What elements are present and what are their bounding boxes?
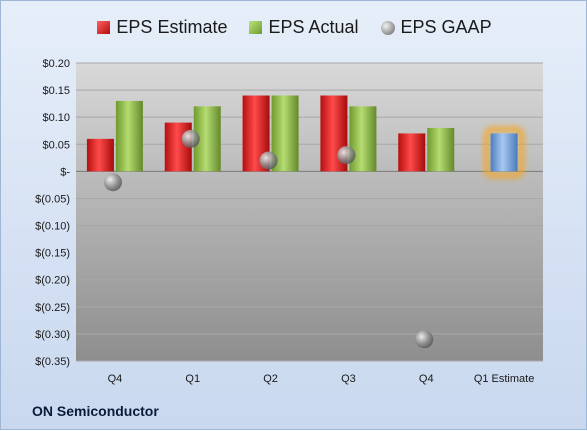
legend-label-actual: EPS Actual (268, 17, 359, 37)
y-tick-label: $0.10 (42, 112, 70, 124)
bar-eps-actual (349, 106, 377, 172)
plot-area (76, 63, 543, 361)
bar-eps-estimate (398, 133, 426, 172)
bar-eps-estimate (86, 138, 114, 172)
point-eps-gaap (181, 129, 200, 148)
point-eps-gaap (103, 173, 122, 192)
y-tick-label: $(0.20) (35, 275, 70, 287)
y-tick-label: $0.20 (42, 58, 70, 70)
legend-item-actual: EPS Actual (249, 17, 359, 38)
legend-item-estimate: EPS Estimate (97, 17, 227, 38)
point-eps-gaap (337, 146, 356, 165)
y-tick-label: $(0.10) (35, 221, 70, 233)
company-name: ON Semiconductor (32, 403, 159, 419)
legend-swatch-actual (249, 21, 263, 34)
y-tick-label: $(0.25) (35, 302, 70, 314)
bar-eps-actual (115, 100, 143, 172)
y-tick-label: $(0.35) (35, 356, 70, 368)
legend-swatch-estimate (97, 21, 111, 34)
x-tick-label: Q2 (263, 373, 278, 385)
x-tick-label: Q3 (341, 373, 356, 385)
point-eps-gaap (259, 151, 278, 170)
y-tick-label: $0.15 (42, 85, 70, 97)
x-tick-label: Q1 (185, 373, 200, 385)
point-eps-gaap (415, 330, 434, 349)
x-tick-label: Q4 (419, 373, 434, 385)
bar-eps-actual (427, 128, 455, 172)
legend-item-gaap: EPS GAAP (380, 17, 492, 38)
estimate-glow (483, 126, 525, 179)
y-tick-label: $(0.30) (35, 329, 70, 341)
chart-legend: EPS Estimate EPS Actual EPS GAAP (1, 17, 587, 38)
y-tick-label: $- (60, 166, 70, 178)
x-tick-label: Q4 (108, 373, 123, 385)
y-tick-label: $(0.15) (35, 248, 70, 260)
legend-label-estimate: EPS Estimate (116, 17, 228, 37)
bar-future-estimate (490, 133, 518, 172)
y-tick-label: $0.05 (42, 139, 70, 151)
legend-label-gaap: EPS GAAP (400, 17, 492, 37)
legend-swatch-gaap (380, 20, 395, 35)
x-tick-label: Q1 Estimate (474, 373, 535, 385)
y-tick-label: $(0.05) (35, 193, 70, 205)
